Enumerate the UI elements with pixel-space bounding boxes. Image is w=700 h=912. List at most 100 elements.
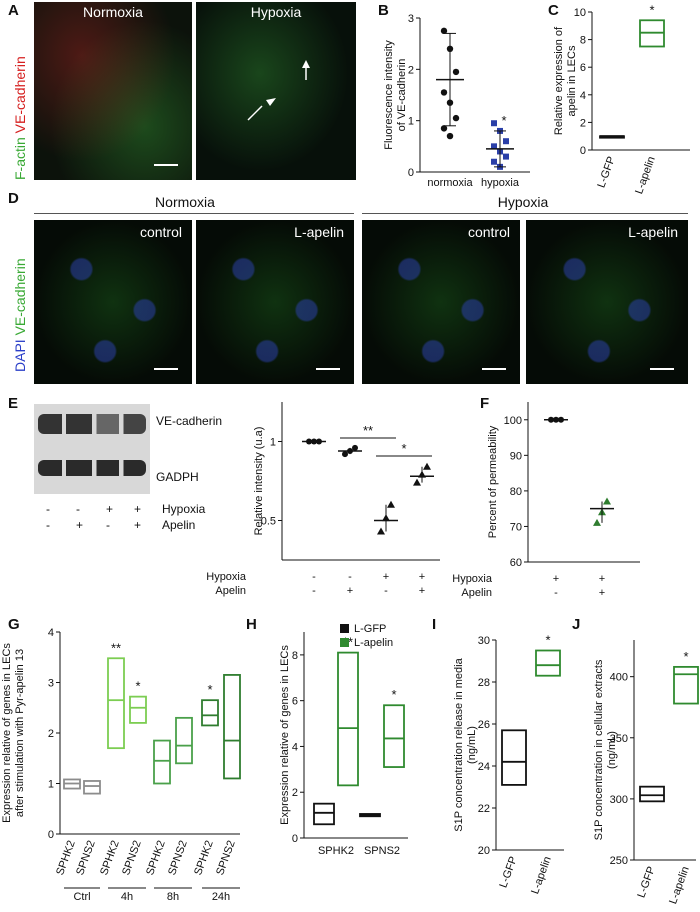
x-tick-label: SPNS2 <box>364 845 400 857</box>
panel-j-label: J <box>572 616 581 633</box>
x-tick-label: L-GFP <box>595 155 617 190</box>
significance-mark: * <box>545 633 550 648</box>
panel-g-label: G <box>8 616 20 633</box>
group-divider <box>362 213 688 214</box>
row-label: Apelin <box>461 587 492 599</box>
y-tick-label: 350 <box>610 733 628 745</box>
legend-label: L-apelin <box>354 637 393 649</box>
box <box>83 780 101 795</box>
panel-a-label: A <box>8 2 19 19</box>
condition-sign: + <box>553 573 559 585</box>
condition-sign: + <box>599 587 605 599</box>
box <box>175 716 193 765</box>
y-tick-label: 2 <box>48 728 54 740</box>
x-tick-label: SPNS2 <box>166 839 190 877</box>
y-axis-label: Expression relative of genes in LECs <box>279 645 291 825</box>
data-point <box>603 497 611 505</box>
y-tick-label: 400 <box>610 672 628 684</box>
data-point <box>452 114 460 122</box>
y-axis-label: apelin in LECs <box>566 45 578 116</box>
y-tick-label: 8 <box>292 650 298 662</box>
x-tick-label: L-apelin <box>633 155 658 196</box>
scale-bar <box>650 368 674 370</box>
y-tick-label: 70 <box>510 521 522 533</box>
blot-sign: - <box>76 502 80 516</box>
box <box>313 802 335 826</box>
box <box>129 695 147 724</box>
panel-f-label: F <box>480 395 490 412</box>
y-axis-label: after stimulation with Pyr-apelin 13 <box>14 649 26 817</box>
data-point <box>387 500 395 508</box>
box <box>673 665 699 705</box>
data-point <box>413 478 421 486</box>
y-axis-label: Fluorescence intensity <box>383 40 395 150</box>
data-point <box>503 153 509 160</box>
blot-band-row <box>38 460 146 476</box>
blot-sign: + <box>134 518 142 532</box>
x-tick-label: SPNS2 <box>120 839 144 877</box>
arrows <box>247 60 310 121</box>
x-tick-label: L-GFP <box>635 865 657 900</box>
data-point <box>440 27 448 35</box>
x-tick-label: L-apelin <box>667 865 692 906</box>
y-tick-label: 100 <box>504 415 522 427</box>
data-point <box>342 451 348 458</box>
y-tick-label: 1 <box>48 779 54 791</box>
panel-h-label: H <box>246 616 257 633</box>
condition-sign: + <box>599 573 605 585</box>
x-tick-label: SPNS2 <box>74 839 98 877</box>
condition-sign: - <box>312 571 316 583</box>
condition-sign: + <box>419 571 425 583</box>
panel-i-label: I <box>432 616 437 633</box>
y-tick-label: 20 <box>478 845 490 857</box>
box <box>223 674 241 780</box>
data-point <box>352 444 358 451</box>
y-tick-label: 3 <box>48 678 54 690</box>
x-tick-label: SPHK2 <box>98 839 122 877</box>
arrow-icon <box>302 60 310 68</box>
panel-d-label: D <box>8 190 19 207</box>
blot-sign: + <box>76 518 84 532</box>
box <box>639 785 665 803</box>
y-tick-label: 6 <box>580 62 586 74</box>
arrow-icon <box>266 98 276 106</box>
scale-bar <box>482 368 506 370</box>
significance-mark: * <box>391 687 396 702</box>
y-tick-label: 250 <box>610 855 628 867</box>
y-tick-label: 0 <box>408 167 414 179</box>
y-tick-label: 6 <box>292 696 298 708</box>
blot-sign: + <box>134 502 142 516</box>
y-tick-label: 2 <box>292 787 298 799</box>
y-tick-label: 0 <box>580 145 586 157</box>
significance-mark: * <box>401 441 406 456</box>
x-tick-label: normoxia <box>427 177 473 189</box>
y-tick-label: 300 <box>610 794 628 806</box>
group-title-normoxia: Normoxia <box>155 194 215 210</box>
box <box>107 657 125 750</box>
data-point <box>440 125 448 132</box>
micrograph-normoxia-control: control <box>34 220 192 384</box>
y-tick-label: 4 <box>48 627 54 639</box>
x-tick-label: L-apelin <box>529 855 554 896</box>
y-tick-label: 0 <box>48 829 54 841</box>
y-tick-label: 3 <box>408 13 414 25</box>
micrograph-title: control <box>139 224 182 240</box>
data-point <box>440 89 448 96</box>
blot-label-ve-cadherin: VE-cadherin <box>156 414 223 428</box>
y-tick-label: 80 <box>510 486 522 498</box>
data-point <box>491 158 497 165</box>
x-tick-label: L-GFP <box>497 855 519 890</box>
box <box>201 699 219 727</box>
blot-sign: - <box>46 502 50 516</box>
y-tick-label: 2 <box>580 117 586 129</box>
y-axis-label: Expression relative of genes in LECs <box>1 643 13 823</box>
y-tick-label: 30 <box>478 635 490 647</box>
panel-c-label: C <box>548 2 559 19</box>
data-point <box>423 462 431 470</box>
data-point <box>593 518 601 526</box>
data-point <box>446 132 454 140</box>
micrograph-hypoxia-lapelin: L-apelin <box>526 220 688 384</box>
x-tick-label: SPNS2 <box>214 839 238 877</box>
y-tick-label: 8 <box>580 35 586 47</box>
y-tick-label: 60 <box>510 557 522 569</box>
